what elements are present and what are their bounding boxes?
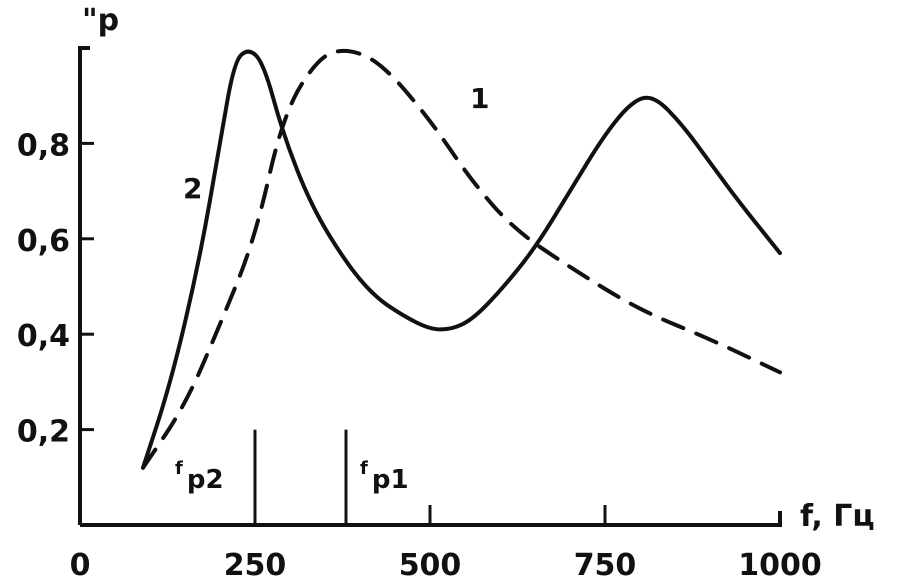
x-tick-label: 500 <box>399 548 462 583</box>
resonance-label-p2: f p2 <box>175 458 224 495</box>
x-tick-label: 750 <box>574 548 637 583</box>
series-layer: 12 <box>141 48 782 470</box>
series-2-line <box>141 49 782 470</box>
y-axis-title: "p <box>82 3 119 38</box>
resonance-label-p1: f p1 <box>360 458 409 495</box>
x-tick-label: 0 <box>70 548 91 583</box>
x-tick-label: 1000 <box>738 548 822 583</box>
series-2-label: 2 <box>183 172 202 205</box>
y-tick-label: 0,4 <box>17 319 70 354</box>
series-1-label: 1 <box>470 82 489 115</box>
y-tick-label: 0,2 <box>17 415 70 450</box>
y-ticks: 0,2 0,4 0,6 0,8 <box>17 128 94 450</box>
x-ticks: 0 250 500 750 1000 <box>70 505 822 583</box>
x-tick-label: 250 <box>224 548 287 583</box>
series-1-line <box>141 48 782 470</box>
y-tick-label: 0,8 <box>17 128 70 163</box>
y-tick-label: 0,6 <box>17 224 70 259</box>
marker-layer: f p2 f p1 <box>175 429 409 525</box>
x-axis-title: f, Гц <box>800 499 875 534</box>
